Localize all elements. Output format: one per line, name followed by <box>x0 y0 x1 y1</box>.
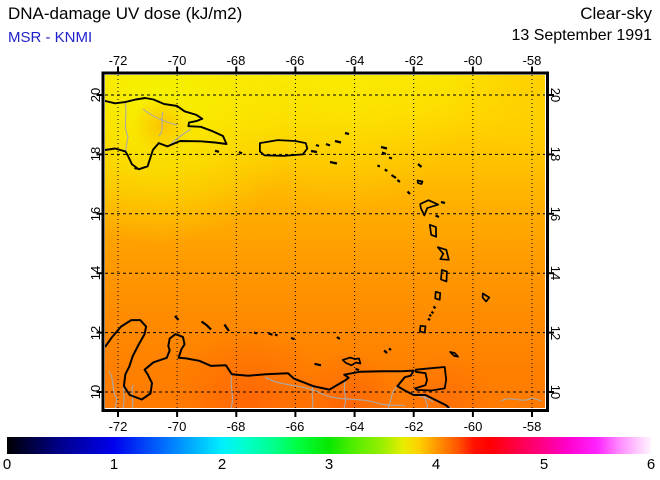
lat-label-right-4: 12 <box>548 325 563 340</box>
colorbar-tick-0: 0 <box>2 456 12 473</box>
coastline-antigua <box>416 179 424 185</box>
lon-label-bottom-2: -68 <box>226 419 246 434</box>
coastline-trinidad <box>414 366 448 392</box>
coastline-tobago <box>449 351 459 358</box>
lat-label-right-1: 18 <box>548 147 563 162</box>
coastline-hispaniola <box>105 97 228 171</box>
small-islands <box>134 131 446 372</box>
coastline-st-lucia <box>440 269 448 283</box>
lat-label-left-4: 12 <box>88 325 103 340</box>
colorbar-tick-4: 4 <box>431 456 441 473</box>
coastline-grenada <box>419 324 427 334</box>
lat-label-right-2: 16 <box>548 206 563 222</box>
page-title: DNA-damage UV dose (kJ/m2) <box>8 4 243 23</box>
lon-label-top-6: -60 <box>463 53 483 68</box>
colorbar-tick-2: 2 <box>217 456 227 473</box>
lon-label-bottom-6: -60 <box>463 419 483 434</box>
coastline-dominica <box>428 223 438 238</box>
lon-label-top-1: -70 <box>167 53 187 68</box>
colorbar-tick-3: 3 <box>324 456 334 473</box>
coastline-margarita <box>341 356 362 367</box>
lat-label-right-0: 20 <box>548 87 563 103</box>
condition-label: Clear-sky <box>580 4 652 23</box>
coastline-martinique <box>436 246 450 261</box>
lon-label-top-5: -62 <box>404 53 424 68</box>
lon-label-top-7: -58 <box>522 53 542 68</box>
axis-ticks <box>96 66 554 417</box>
coastline-guadeloupe <box>419 199 440 217</box>
source-label: MSR - KNMI <box>8 29 93 46</box>
lon-label-bottom-7: -58 <box>522 419 542 434</box>
date-label: 13 September 1991 <box>511 27 652 44</box>
coastlines <box>105 97 491 408</box>
lon-label-top-2: -68 <box>226 53 246 68</box>
coastline-barbados <box>481 292 491 303</box>
lat-label-left-2: 16 <box>88 206 103 222</box>
lat-label-right-5: 10 <box>548 384 563 400</box>
plot-frame <box>101 71 549 412</box>
lon-label-bottom-1: -70 <box>167 419 187 434</box>
lat-label-left-1: 18 <box>88 147 103 162</box>
lon-label-top-0: -72 <box>108 53 128 68</box>
coastline-st-vincent <box>434 290 442 301</box>
rivers-borders <box>108 101 543 408</box>
colorbar-tick-5: 5 <box>539 456 549 473</box>
lon-label-bottom-0: -72 <box>108 419 128 434</box>
lon-label-top-3: -66 <box>285 53 305 68</box>
lon-label-top-4: -64 <box>345 53 365 68</box>
map-canvas <box>96 66 554 417</box>
border-haiti-dr <box>124 101 129 152</box>
lat-label-left-3: 14 <box>88 265 103 281</box>
lon-label-bottom-5: -62 <box>404 419 424 434</box>
coastline-puerto-rico <box>259 139 309 157</box>
coastline-south-america <box>105 319 450 408</box>
colorbar-tick-1: 1 <box>109 456 119 473</box>
colorbar-gradient <box>7 437 651 454</box>
lon-label-bottom-4: -64 <box>345 419 365 434</box>
lat-label-left-0: 20 <box>88 87 103 103</box>
uv-field <box>105 75 545 408</box>
lat-label-left-5: 10 <box>88 384 103 400</box>
lon-label-bottom-3: -66 <box>285 419 305 434</box>
lat-label-right-3: 14 <box>548 265 563 281</box>
graticule <box>105 75 545 408</box>
colorbar-tick-6: 6 <box>646 456 656 473</box>
